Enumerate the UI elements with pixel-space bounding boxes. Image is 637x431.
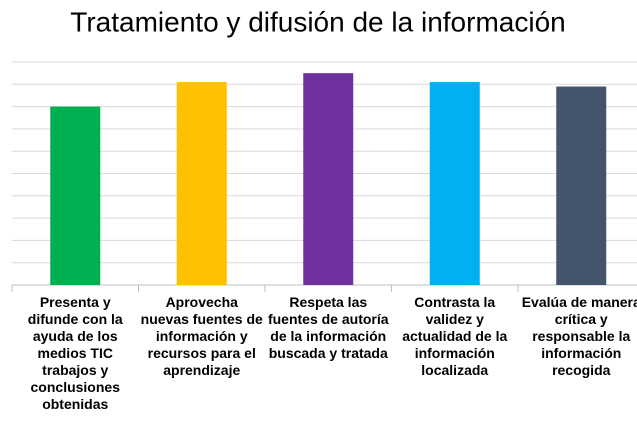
- bar: [176, 82, 227, 285]
- bar: [50, 106, 101, 285]
- x-tick-label: Contrasta la validez y actualidad de la …: [402, 294, 508, 378]
- x-tick-label: Evalúa de manera crítica y responsable l…: [521, 294, 637, 378]
- chart-title: Tratamiento y difusión de la información: [70, 6, 565, 37]
- bar: [429, 82, 480, 285]
- x-tick-label: Presenta y difunde con la ayuda de los m…: [27, 294, 123, 412]
- x-tick-label: Aprovecha nuevas fuentes de información …: [140, 294, 263, 378]
- x-tick-label: Respeta las fuentes de autoría de la inf…: [267, 294, 389, 361]
- bar: [303, 73, 354, 286]
- bar: [556, 86, 607, 285]
